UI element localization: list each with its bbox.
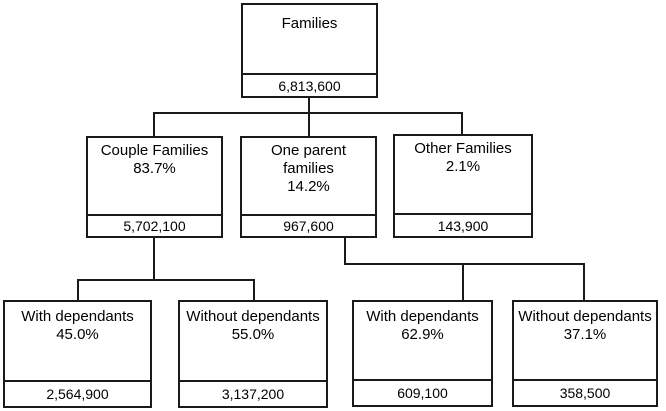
connector-couple-rail	[77, 279, 255, 281]
node-label: With dependants 62.9%	[354, 302, 491, 379]
node-one-parent-without-dependants: Without dependants 37.1% 358,500	[512, 300, 658, 407]
node-name: One parent families	[270, 142, 347, 177]
connector-drop-couple	[153, 112, 155, 139]
node-name: Families	[281, 15, 338, 32]
node-percentage: 14.2%	[287, 178, 330, 195]
connector-drop-couple-without	[253, 279, 255, 302]
connector-one-parent-stub	[344, 238, 346, 265]
node-count: 3,137,200	[180, 380, 326, 406]
node-one-parent-families: One parent families 14.2% 967,600	[240, 136, 377, 238]
node-count: 609,100	[354, 379, 491, 405]
node-name: Other Families	[414, 140, 512, 157]
node-name: With dependants	[21, 308, 134, 325]
connector-drop-oneparent-with	[462, 263, 464, 302]
connector-families-stub	[308, 98, 310, 114]
node-label: Without dependants 37.1%	[514, 302, 656, 379]
node-label: With dependants 45.0%	[5, 302, 150, 380]
connector-one-parent-rail	[344, 263, 585, 265]
node-percentage: 37.1%	[563, 326, 607, 343]
node-count: 5,702,100	[88, 214, 221, 236]
node-other-families: Other Families 2.1% 143,900	[393, 134, 533, 238]
node-label: Without dependants 55.0%	[180, 302, 326, 380]
node-couple-without-dependants: Without dependants 55.0% 3,137,200	[178, 300, 328, 408]
node-label: One parent families 14.2%	[242, 138, 375, 214]
connector-drop-oneparent-without	[583, 263, 585, 302]
node-name: Without dependants	[186, 308, 320, 325]
node-couple-with-dependants: With dependants 45.0% 2,564,900	[3, 300, 152, 408]
node-percentage: 45.0%	[56, 326, 99, 343]
node-name: Couple Families	[100, 142, 209, 159]
connector-drop-couple-with	[77, 279, 79, 302]
node-count: 143,900	[395, 213, 531, 236]
node-percentage: 2.1%	[445, 158, 481, 175]
node-percentage: 62.9%	[401, 326, 444, 343]
node-count: 358,500	[514, 379, 656, 405]
node-percentage: 55.0%	[231, 326, 275, 343]
node-label: Other Families 2.1%	[395, 136, 531, 213]
node-one-parent-with-dependants: With dependants 62.9% 609,100	[352, 300, 493, 407]
node-couple-families: Couple Families 83.7% 5,702,100	[86, 136, 223, 238]
node-percentage: 83.7%	[133, 160, 176, 177]
node-name: Without dependants	[518, 308, 652, 325]
connector-couple-stub	[153, 238, 155, 281]
node-count: 2,564,900	[5, 380, 150, 406]
node-count: 6,813,600	[243, 73, 376, 96]
node-families: Families 6,813,600	[241, 3, 378, 98]
connector-drop-other	[461, 112, 463, 136]
node-count: 967,600	[242, 214, 375, 236]
connector-drop-one-parent	[308, 112, 310, 138]
node-label: Families	[243, 5, 376, 73]
node-name: With dependants	[366, 308, 479, 325]
node-label: Couple Families 83.7%	[88, 138, 221, 214]
